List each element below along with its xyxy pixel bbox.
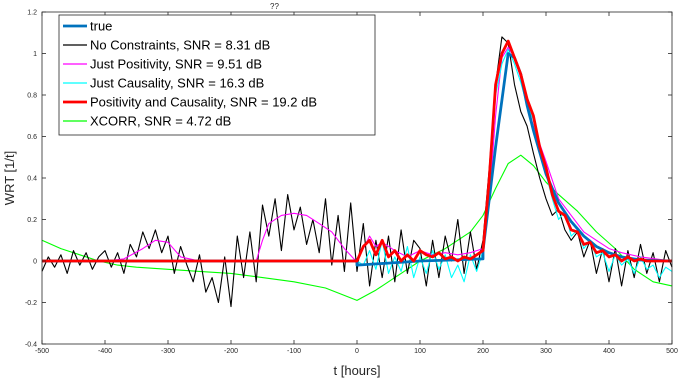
- x-tick-label: -100: [287, 348, 301, 355]
- x-tick-label: 0: [355, 348, 359, 355]
- x-axis-label: t [hours]: [334, 363, 381, 378]
- legend: true No Constraints, SNR = 8.31 dB Just Po…: [58, 14, 376, 136]
- x-tick-label: -400: [98, 348, 112, 355]
- series-layer: [41, 36, 673, 308]
- axis-ticks: -500 -400 -300 -200 -100 0 100 200 300 400 500 -0.4…: [25, 10, 678, 356]
- x-tick-label: 400: [603, 348, 615, 355]
- x-tick-label: 300: [540, 348, 552, 355]
- series-line-no-constraints-snr-8-31-db: [41, 36, 673, 308]
- y-tick-label: 0.2: [27, 217, 37, 224]
- legend-box: [58, 14, 376, 136]
- x-tick-label: 100: [414, 348, 426, 355]
- x-tick-label: -300: [161, 348, 175, 355]
- legend-label-positivity-and-causality-snr-19-2-db: Positivity and Causality, SNR = 19.2 dB: [90, 95, 317, 110]
- x-tick-label: 500: [666, 348, 678, 355]
- y-tick-label: 0.4: [27, 176, 37, 183]
- y-tick-label: 0: [33, 259, 37, 266]
- legend-label-xcorr-snr-4-72-db: XCORR, SNR = 4.72 dB: [90, 114, 231, 129]
- x-tick-label: -200: [224, 348, 238, 355]
- y-tick-label: 1.2: [27, 10, 37, 17]
- y-tick-label: 1: [33, 51, 37, 58]
- x-tick-label: 200: [477, 348, 489, 355]
- y-axis-label: WRT [1/t]: [2, 151, 17, 205]
- y-tick-label: -0.2: [25, 300, 37, 307]
- legend-label-just-positivity-snr-9-51-db: Just Positivity, SNR = 9.51 dB: [90, 57, 262, 72]
- series-line-positivity-and-causality-snr-19-2-db: [42, 39, 672, 263]
- chart-title-fragment: ??: [270, 2, 279, 11]
- x-tick-label: -500: [35, 348, 49, 355]
- legend-label-no-constraints-snr-8-31-db: No Constraints, SNR = 8.31 dB: [90, 38, 270, 53]
- legend-label-true: true: [90, 19, 112, 34]
- y-tick-label: -0.4: [25, 342, 37, 349]
- y-tick-label: 0.6: [27, 134, 37, 141]
- y-tick-label: 0.8: [27, 93, 37, 100]
- legend-label-just-causality-snr-16-3-db: Just Causality, SNR = 16.3 dB: [90, 76, 264, 91]
